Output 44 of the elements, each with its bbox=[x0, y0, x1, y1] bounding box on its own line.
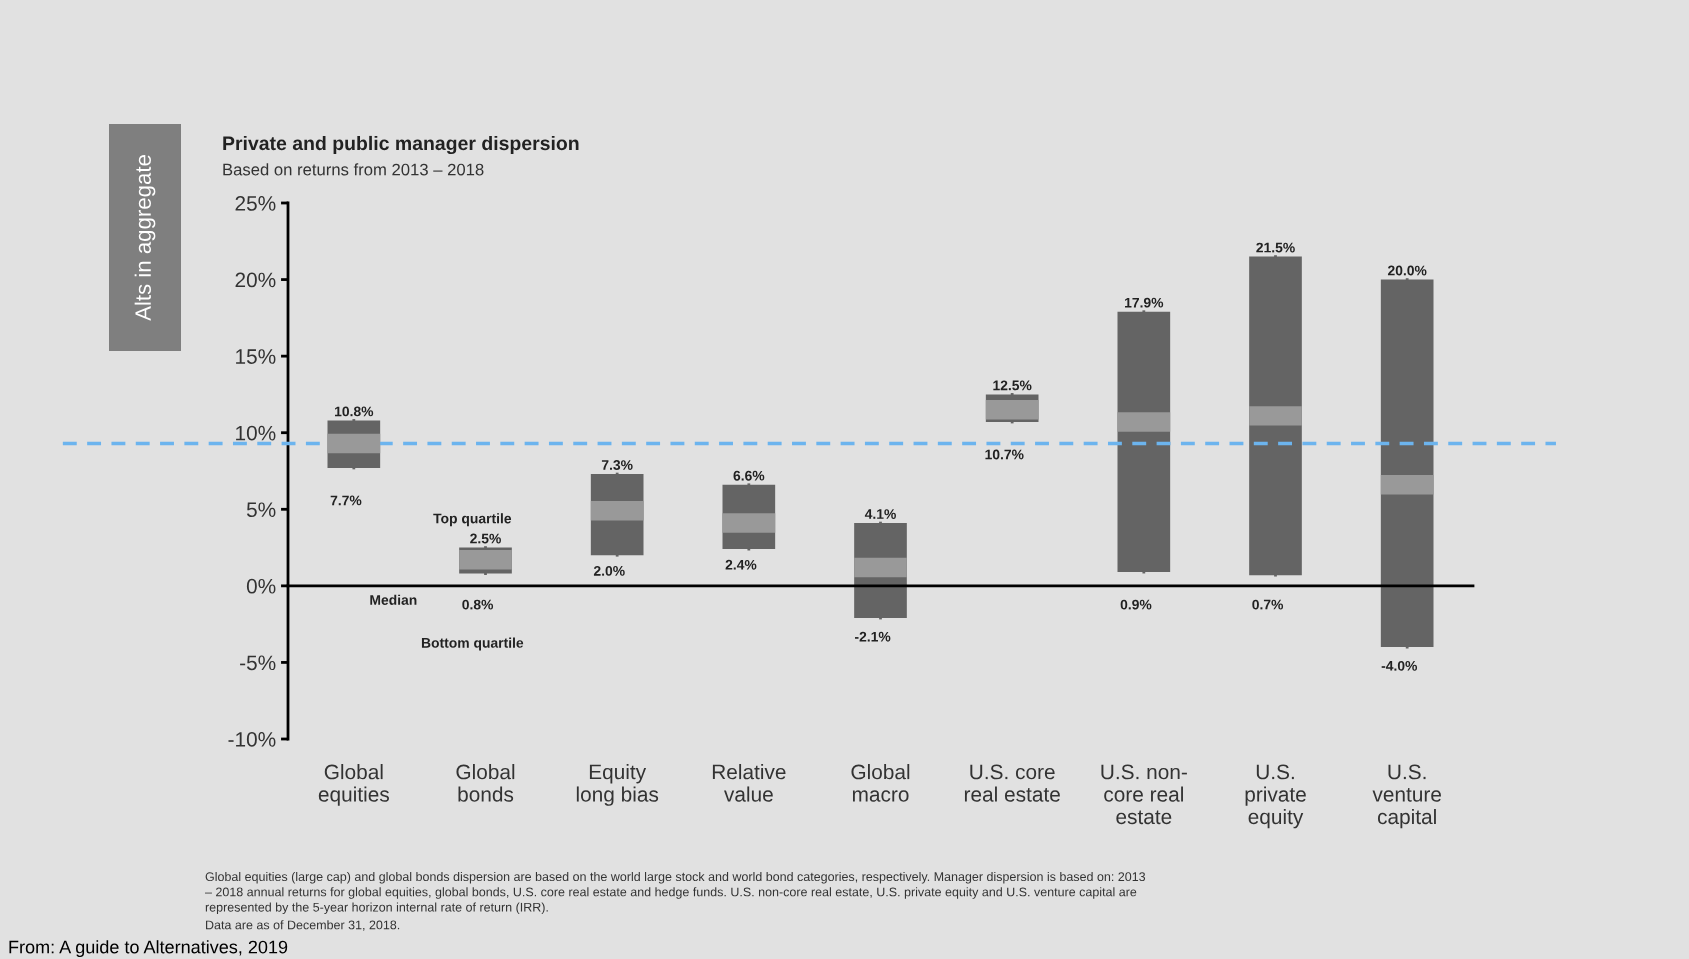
x-tick-label: Relative value bbox=[712, 764, 786, 802]
annotation: -2.1% bbox=[855, 631, 891, 642]
x-tick-label: U.S. venture capital bbox=[1372, 764, 1441, 829]
x-tick-label: U.S. private equity bbox=[1245, 764, 1306, 829]
annotation: -4.0% bbox=[1381, 660, 1418, 671]
x-tick-label: Equity long bias bbox=[576, 764, 659, 806]
annotation: 17.9% bbox=[1125, 297, 1164, 308]
y-tick-label: 20% bbox=[235, 272, 276, 288]
annotation: 2.0% bbox=[593, 565, 625, 576]
x-tick-label: Global equities bbox=[318, 764, 389, 806]
annotation: 10.8% bbox=[335, 406, 374, 417]
annotation: Median bbox=[370, 594, 417, 605]
annotation: 20.0% bbox=[1387, 265, 1427, 276]
x-tick-label: Global macro bbox=[851, 764, 910, 802]
annotation: 7.7% bbox=[330, 495, 362, 506]
y-tick-label: 0% bbox=[246, 578, 276, 594]
annotation: 2.5% bbox=[470, 533, 501, 544]
x-tick-label: U.S. core real estate bbox=[964, 764, 1060, 802]
annotation: 0.8% bbox=[462, 599, 494, 610]
annotation: 10.7% bbox=[985, 449, 1024, 460]
annotation: 2.4% bbox=[725, 559, 757, 570]
y-tick-label: 15% bbox=[236, 349, 276, 364]
annotation: 12.5% bbox=[993, 380, 1032, 391]
annotation: 4.1% bbox=[864, 509, 896, 519]
x-tick-label: U.S. non- core real estate bbox=[1101, 764, 1187, 825]
annotation: Bottom quartile bbox=[421, 637, 524, 651]
y-tick-label: 10% bbox=[236, 425, 276, 441]
annotation: 7.3% bbox=[601, 460, 633, 470]
annotation: 0.9% bbox=[1120, 599, 1152, 610]
annotation: 6.6% bbox=[733, 470, 765, 481]
text: Data are as of December 31, 2018. bbox=[206, 920, 400, 931]
text: From: A guide to Alternatives, 2019 bbox=[9, 940, 288, 957]
annotation: 21.5% bbox=[1256, 242, 1295, 253]
chart-subtitle: Based on returns from 2013 – 2018 bbox=[223, 163, 484, 176]
y-tick-label: -10% bbox=[228, 732, 276, 747]
y-tick-label: 5% bbox=[246, 502, 276, 518]
annotation: 0.7% bbox=[1252, 599, 1284, 610]
text: Alts in aggregate bbox=[134, 155, 156, 321]
annotation: Top quartile bbox=[433, 513, 512, 527]
y-tick-label: 25% bbox=[235, 196, 276, 211]
x-tick-label: Global bonds bbox=[456, 764, 515, 802]
y-tick-label: -5% bbox=[240, 655, 276, 671]
chart-title: Private and public manager dispersion bbox=[223, 135, 579, 155]
text: Global equities (large cap) and global bonds dispersion are based on the world large stock and world bond categories, respectively. Manager dispersion is based on: 2013 – 2018 annual returns for global equities, global bonds, U.S. core real estate and hedge funds. U.S. non-core real estate, U.S. private equity and U.S. venture capital are represented by the 5-year horizon internal rate of return (IRR). bbox=[205, 871, 1146, 915]
